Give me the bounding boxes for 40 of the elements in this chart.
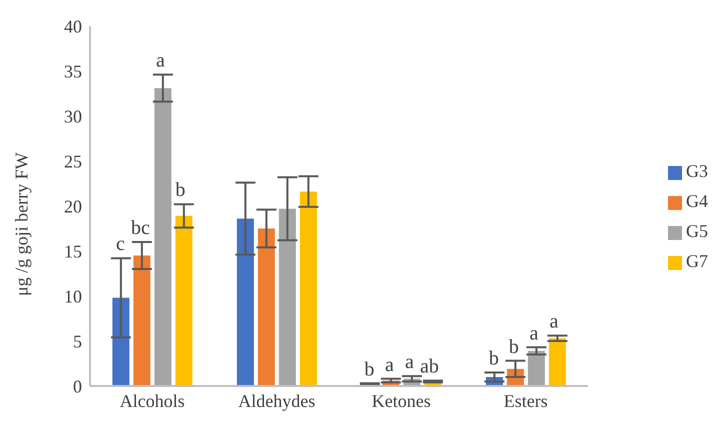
bar <box>278 208 296 386</box>
bar <box>300 192 317 386</box>
y-tick-label: 10 <box>64 286 82 306</box>
y-tick-label: 35 <box>64 61 82 82</box>
annotation: b <box>364 358 374 380</box>
annotation: b <box>508 336 519 358</box>
y-tick-label: 25 <box>64 151 82 172</box>
bar <box>548 338 566 386</box>
y-tick-label: 20 <box>64 196 82 216</box>
bar <box>154 88 172 386</box>
legend-label: G5 <box>686 221 708 241</box>
y-tick-label: 15 <box>64 241 82 262</box>
x-tick-label: Alcohols <box>120 390 185 411</box>
annotation: b <box>175 179 186 202</box>
y-tick-label: 0 <box>73 376 82 396</box>
y-tick-label: 40 <box>64 16 82 36</box>
annotation: a <box>156 50 165 72</box>
x-tick-label: Ketones <box>372 390 431 411</box>
legend-label: G4 <box>686 191 708 211</box>
annotation: b <box>488 348 499 370</box>
y-tick-label: 5 <box>73 331 82 352</box>
y-axis-title: μg /g goji berry FW <box>11 152 32 296</box>
annotation: a <box>529 322 538 344</box>
y-tick-label: 30 <box>64 106 82 126</box>
bar <box>528 350 545 386</box>
annotation: a <box>549 310 558 333</box>
annotation: ab <box>420 356 439 378</box>
bar <box>133 256 150 386</box>
bar <box>236 218 254 386</box>
x-tick-label: Aldehydes <box>238 390 316 411</box>
annotation: a <box>384 354 394 376</box>
annotation: c <box>116 233 125 256</box>
annotation: bc <box>130 217 150 239</box>
bar <box>112 298 130 386</box>
bar <box>175 216 192 386</box>
annotation: a <box>404 351 414 374</box>
bar <box>258 228 275 386</box>
legend-label: G7 <box>686 251 708 271</box>
x-tick-label: Esters <box>504 390 548 411</box>
legend-label: G3 <box>686 161 708 181</box>
